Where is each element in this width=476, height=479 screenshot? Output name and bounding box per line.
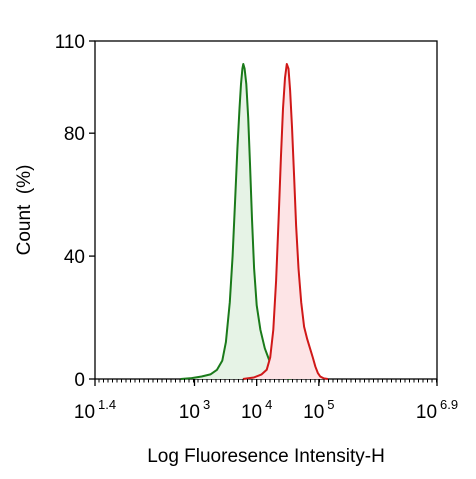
x-axis-ticks: 10 1.4 10 3 10 4 10 5 10 6.9 (74, 379, 458, 423)
series-2-line (242, 63, 329, 380)
x-tick-label: 10 1.4 (74, 397, 116, 423)
series-layer (180, 63, 329, 380)
series-2-area (242, 64, 328, 379)
x-tick-label: 10 4 (241, 397, 272, 423)
series-1-line (180, 63, 291, 380)
y-tick-label: 0 (74, 370, 85, 391)
x-tick-label: 10 6.9 (416, 397, 458, 423)
y-axis-title: Count (%) (14, 165, 35, 256)
x-axis-title: Log Fluoresence Intensity-H (147, 446, 385, 467)
y-tick-label: 40 (64, 247, 85, 268)
x-tick-label: 10 5 (303, 397, 334, 423)
plot-frame (94, 40, 438, 380)
x-tick-label: 10 3 (179, 397, 210, 423)
y-tick-label: 80 (64, 124, 85, 145)
series-1-area (180, 64, 291, 379)
y-axis-ticks: 0 40 80 110 (55, 32, 95, 391)
y-tick-label: 110 (55, 32, 85, 53)
